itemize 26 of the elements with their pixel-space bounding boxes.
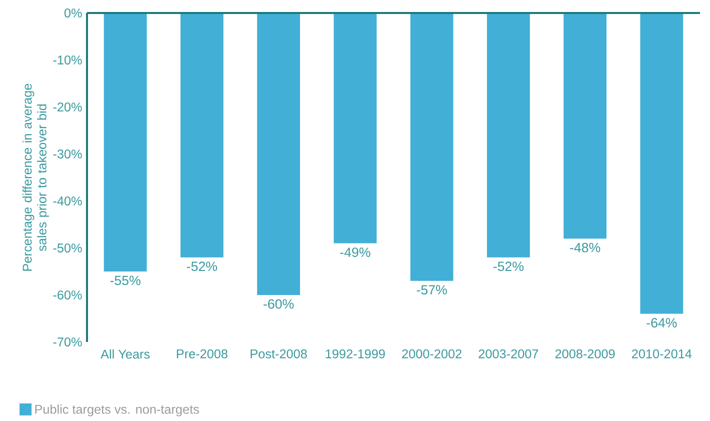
data-label: -52%	[186, 262, 218, 272]
x-tick-label: 2010-2014	[632, 349, 692, 358]
y-tick-label: -50%	[53, 244, 82, 252]
data-label: -52%	[493, 262, 524, 272]
y-tick-label: -20%	[53, 102, 82, 112]
data-label: -48%	[570, 242, 600, 252]
y-tick-label: -60%	[53, 290, 82, 300]
x-tick-label: 2008-2009	[555, 349, 615, 358]
x-tick-label: 2000-2002	[402, 349, 462, 358]
data-label: -60%	[264, 299, 294, 309]
data-label: -49%	[340, 248, 370, 257]
x-tick-label: 1992-1999	[326, 349, 385, 358]
x-tick-label: Pre-2008	[176, 349, 228, 358]
x-tick-label: All Years	[100, 349, 150, 359]
x-tick-label: 2003-2007	[478, 349, 538, 358]
data-label: -64%	[646, 318, 677, 328]
data-label: -57%	[416, 285, 447, 295]
x-tick-label: Post-2008	[250, 349, 307, 358]
y-axis-title: Percentage difference in average sales prior to takeover bid	[22, 84, 49, 271]
y-tick-label: -70%	[53, 338, 82, 346]
y-tick-label: -30%	[53, 150, 82, 158]
y-tick-label: -10%	[53, 56, 82, 64]
data-label: -55%	[110, 276, 140, 286]
legend-label: Public targets vs. non-targets	[35, 404, 199, 416]
y-tick-label: -40%	[53, 196, 82, 206]
y-tick-label: 0%	[64, 8, 82, 18]
